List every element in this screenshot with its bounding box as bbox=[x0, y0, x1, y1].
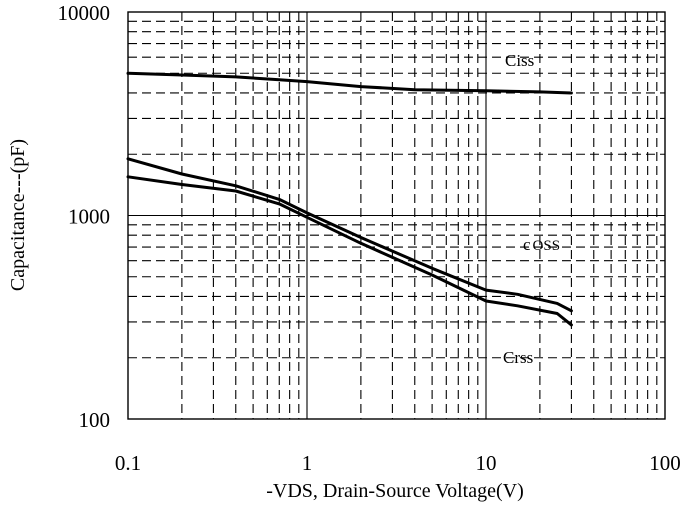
x-axis-title: -VDS, Drain-Source Voltage(V) bbox=[266, 480, 524, 502]
y-axis-title: Capacitance---(pF) bbox=[7, 139, 29, 291]
series-line-crss bbox=[126, 175, 573, 327]
y-tick-labels: 100 1000 10000 bbox=[58, 1, 111, 432]
plot-frame bbox=[127, 11, 666, 420]
series-line-coss bbox=[126, 157, 573, 313]
grid bbox=[128, 12, 665, 419]
x-tick-label: 0.1 bbox=[115, 451, 141, 475]
x-tick-label: 1 bbox=[302, 451, 313, 475]
x-tick-labels: 0.1 1 10 100 bbox=[115, 451, 681, 475]
y-tick-label: 100 bbox=[79, 408, 111, 432]
series-label-ciss: Ciss bbox=[505, 51, 534, 70]
series-line-ciss bbox=[126, 71, 573, 95]
x-tick-label: 100 bbox=[649, 451, 681, 475]
curves bbox=[126, 71, 573, 327]
series-label-coss: c OSS bbox=[523, 235, 560, 254]
y-tick-label: 1000 bbox=[68, 205, 110, 229]
series-label-coss-sub: OSS bbox=[533, 238, 561, 254]
y-tick-label: 10000 bbox=[58, 1, 111, 25]
series-label-crss: Crss bbox=[503, 348, 533, 367]
series-label-coss-c: c bbox=[523, 235, 531, 254]
x-tick-label: 10 bbox=[476, 451, 497, 475]
